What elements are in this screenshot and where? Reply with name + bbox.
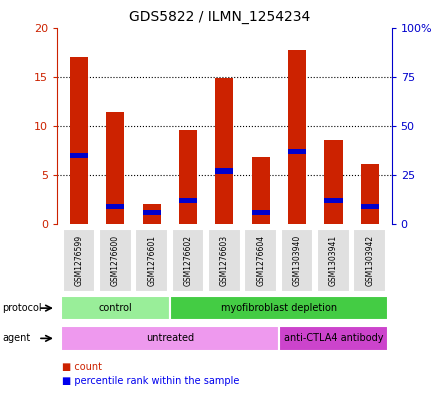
Bar — [288, 50, 306, 224]
Text: ■ count: ■ count — [62, 362, 102, 373]
Bar — [106, 204, 125, 209]
Text: GSM1276599: GSM1276599 — [74, 235, 84, 286]
Bar — [70, 57, 88, 224]
FancyBboxPatch shape — [244, 229, 277, 292]
Text: GSM1303942: GSM1303942 — [365, 235, 374, 286]
FancyBboxPatch shape — [208, 229, 241, 292]
FancyBboxPatch shape — [281, 229, 313, 292]
Bar — [179, 130, 197, 224]
Text: ■ percentile rank within the sample: ■ percentile rank within the sample — [62, 376, 239, 386]
Bar — [252, 157, 270, 224]
Bar — [106, 112, 125, 224]
Text: GSM1303940: GSM1303940 — [293, 235, 301, 286]
Text: GSM1276603: GSM1276603 — [220, 235, 229, 286]
FancyBboxPatch shape — [61, 326, 279, 351]
Text: GSM1276600: GSM1276600 — [111, 235, 120, 286]
Text: GDS5822 / ILMN_1254234: GDS5822 / ILMN_1254234 — [129, 10, 311, 24]
FancyBboxPatch shape — [99, 229, 132, 292]
FancyBboxPatch shape — [170, 296, 388, 320]
Bar — [179, 198, 197, 203]
Bar — [288, 149, 306, 154]
Text: GSM1276602: GSM1276602 — [183, 235, 193, 286]
Text: GSM1276604: GSM1276604 — [256, 235, 265, 286]
Text: GSM1303941: GSM1303941 — [329, 235, 338, 286]
FancyBboxPatch shape — [61, 296, 170, 320]
Text: anti-CTLA4 antibody: anti-CTLA4 antibody — [284, 333, 383, 343]
Bar — [143, 204, 161, 224]
Text: myofibroblast depletion: myofibroblast depletion — [221, 303, 337, 313]
Text: protocol: protocol — [2, 303, 42, 313]
Text: agent: agent — [2, 333, 30, 343]
FancyBboxPatch shape — [172, 229, 205, 292]
Bar — [324, 198, 342, 203]
FancyBboxPatch shape — [317, 229, 350, 292]
FancyBboxPatch shape — [62, 229, 95, 292]
Bar — [70, 152, 88, 158]
Text: control: control — [99, 303, 132, 313]
Bar — [361, 164, 379, 224]
Bar — [215, 78, 234, 224]
FancyBboxPatch shape — [136, 229, 168, 292]
Bar — [324, 140, 342, 224]
Bar — [143, 209, 161, 215]
Bar — [361, 204, 379, 209]
FancyBboxPatch shape — [279, 326, 388, 351]
Text: untreated: untreated — [146, 333, 194, 343]
Text: GSM1276601: GSM1276601 — [147, 235, 156, 286]
Bar — [252, 209, 270, 215]
FancyBboxPatch shape — [353, 229, 386, 292]
Bar — [215, 168, 234, 174]
